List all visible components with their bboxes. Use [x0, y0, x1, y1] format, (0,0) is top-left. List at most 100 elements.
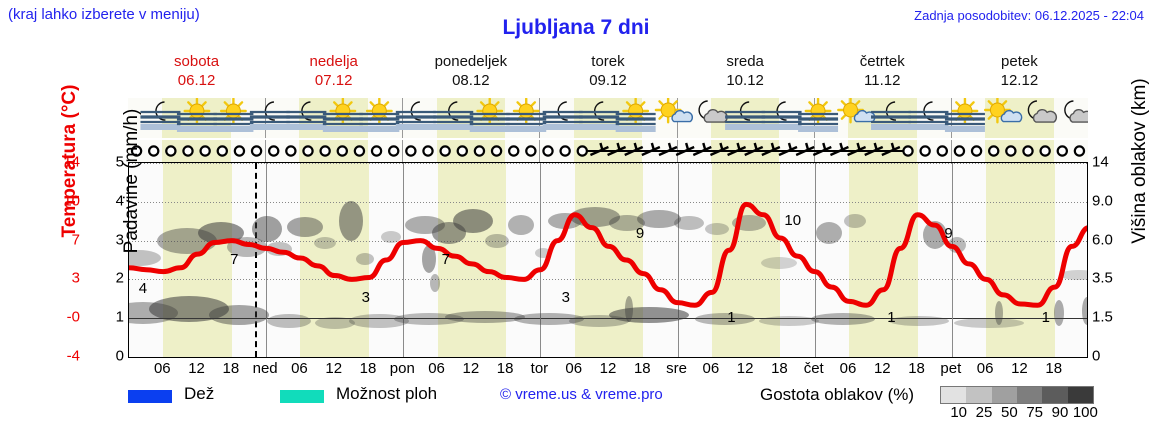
- weather-icon-sun-cloud: [837, 98, 876, 124]
- calm-wind-circle: [919, 145, 931, 157]
- temperature-tick: 10: [63, 192, 80, 210]
- cloud-density-swatch-25: [966, 387, 992, 403]
- cloud-blob: [252, 216, 282, 242]
- weather-icon-sun-cloud: [983, 98, 1023, 124]
- cloud-density-label: 90: [1051, 404, 1069, 421]
- calm-wind-circle: [902, 145, 914, 157]
- day-date: 06.12: [177, 72, 216, 89]
- wind-barb: [881, 142, 901, 157]
- temperature-tick: 7: [71, 231, 80, 249]
- wind-barb: [692, 142, 712, 157]
- calm-wind-circle: [953, 145, 966, 157]
- cloud-density-swatch-75: [1016, 387, 1043, 403]
- day-abbrev-tick: ned: [252, 360, 278, 377]
- cloud-blob: [844, 214, 866, 228]
- calm-wind-circle: [542, 145, 554, 157]
- calm-wind-circle: [130, 145, 143, 157]
- cloud-blob: [759, 316, 819, 326]
- cloud-blob: [889, 316, 949, 326]
- daylight-band: [162, 140, 231, 162]
- hour-tick: 06: [291, 360, 308, 377]
- cloud-blob: [674, 216, 704, 230]
- cloud-blob: [453, 209, 493, 233]
- cloud-blob: [695, 313, 755, 325]
- last-updated-label: Zadnja posodobitev: 06.12.2025 - 22:04: [914, 8, 1144, 23]
- calm-wind-circle: [319, 145, 331, 157]
- cloudheight-tick: 6.0: [1092, 231, 1113, 249]
- showers-legend-label: Možnost ploh: [336, 384, 438, 403]
- hour-tick: 06: [565, 360, 583, 377]
- rain-legend-label: Dež: [184, 384, 215, 403]
- weather-icon-moon-wind: [249, 101, 290, 130]
- calm-wind-circle: [199, 145, 211, 157]
- calm-wind-circle: [233, 145, 246, 157]
- temperature-axis-ticks: 14 10 7 3 -0 -4: [34, 154, 80, 365]
- calm-wind-circle: [456, 145, 468, 157]
- precipitation-tick: 2: [115, 269, 124, 287]
- day-name: četrtek: [859, 53, 905, 70]
- cloud-blob: [394, 313, 464, 325]
- calm-wind-circle: [285, 145, 297, 157]
- cloud-density-scale: [940, 386, 1094, 404]
- day-abbrev-tick: sre: [666, 360, 687, 377]
- hour-tick: 12: [736, 360, 754, 377]
- day-date: 09.12: [589, 72, 627, 89]
- horizontal-gridline: [129, 357, 1087, 358]
- cloud-blob: [314, 237, 336, 249]
- cloud-blob: [954, 318, 1024, 328]
- day-name: torek: [591, 53, 625, 70]
- wind-barb: [675, 142, 695, 157]
- horizontal-gridline: [129, 279, 1087, 281]
- precipitation-tick: 3: [115, 231, 124, 249]
- wind-barb: [658, 142, 678, 157]
- hour-tick: 06: [702, 360, 720, 377]
- temperature-curve-layer: [129, 201, 1087, 308]
- horizontal-gridline: [129, 163, 1087, 164]
- precipitation-tick: 4: [115, 192, 124, 210]
- weather-icon-moon-wind: [579, 101, 620, 130]
- weather-icon-sun-wind: [213, 98, 254, 132]
- day-gridline: [951, 163, 953, 357]
- calm-wind-circle: [336, 145, 348, 157]
- hour-tick: 06: [839, 360, 857, 377]
- day-name: sobota: [174, 53, 220, 70]
- hour-tick: 12: [873, 360, 891, 377]
- hour-tick: 12: [599, 360, 617, 377]
- weather-icon-moon-wind: [433, 101, 474, 130]
- cloud-blob: [1054, 300, 1064, 326]
- temperature-point-label: 1: [887, 309, 896, 327]
- calm-wind-circle: [1005, 145, 1017, 157]
- cloud-density-swatch-10: [941, 387, 967, 403]
- calm-wind-circle: [970, 145, 983, 157]
- cloud-blob: [209, 305, 269, 325]
- cloud-blob: [267, 314, 311, 328]
- copyright-link[interactable]: © vreme.us & vreme.pro: [500, 386, 663, 403]
- day-column-petek: petek 12.12: [951, 52, 1088, 90]
- hour-tick: 18: [359, 360, 377, 377]
- weather-icon-moon-wind: [395, 101, 436, 130]
- day-abbrev-tick: čet: [803, 360, 824, 377]
- temperature-point-label: 3: [361, 289, 370, 307]
- cloud-blob: [609, 215, 645, 231]
- precipitation-tick: 5: [115, 153, 124, 171]
- day-column-nedelja: nedelja 07.12: [265, 52, 402, 90]
- calm-wind-circle: [216, 145, 228, 157]
- calm-wind-circle: [576, 145, 588, 157]
- daylight-band: [163, 163, 232, 357]
- daylight-band: [849, 163, 918, 357]
- location-menu-hint[interactable]: (kraj lahko izberete v meniju): [8, 6, 200, 23]
- calm-wind-circle: [439, 145, 451, 157]
- wind-barb: [864, 142, 884, 157]
- temperature-point-label: 10: [784, 211, 802, 229]
- cloud-density-label: 10: [950, 404, 967, 421]
- weather-icon-moon-wind: [286, 101, 327, 130]
- day-name: sreda: [726, 53, 764, 70]
- temperature-point-label: 1: [727, 309, 736, 327]
- wind-barbs-layer: [130, 142, 1086, 157]
- weather-icon-sun-wind: [176, 98, 217, 132]
- cloud-density-label: 100: [1072, 404, 1098, 421]
- wind-barb: [607, 142, 627, 157]
- weather-icon-moon-cloud: [1064, 100, 1088, 123]
- weather-icon-sun-wind: [944, 98, 985, 132]
- calm-wind-circle: [525, 145, 537, 157]
